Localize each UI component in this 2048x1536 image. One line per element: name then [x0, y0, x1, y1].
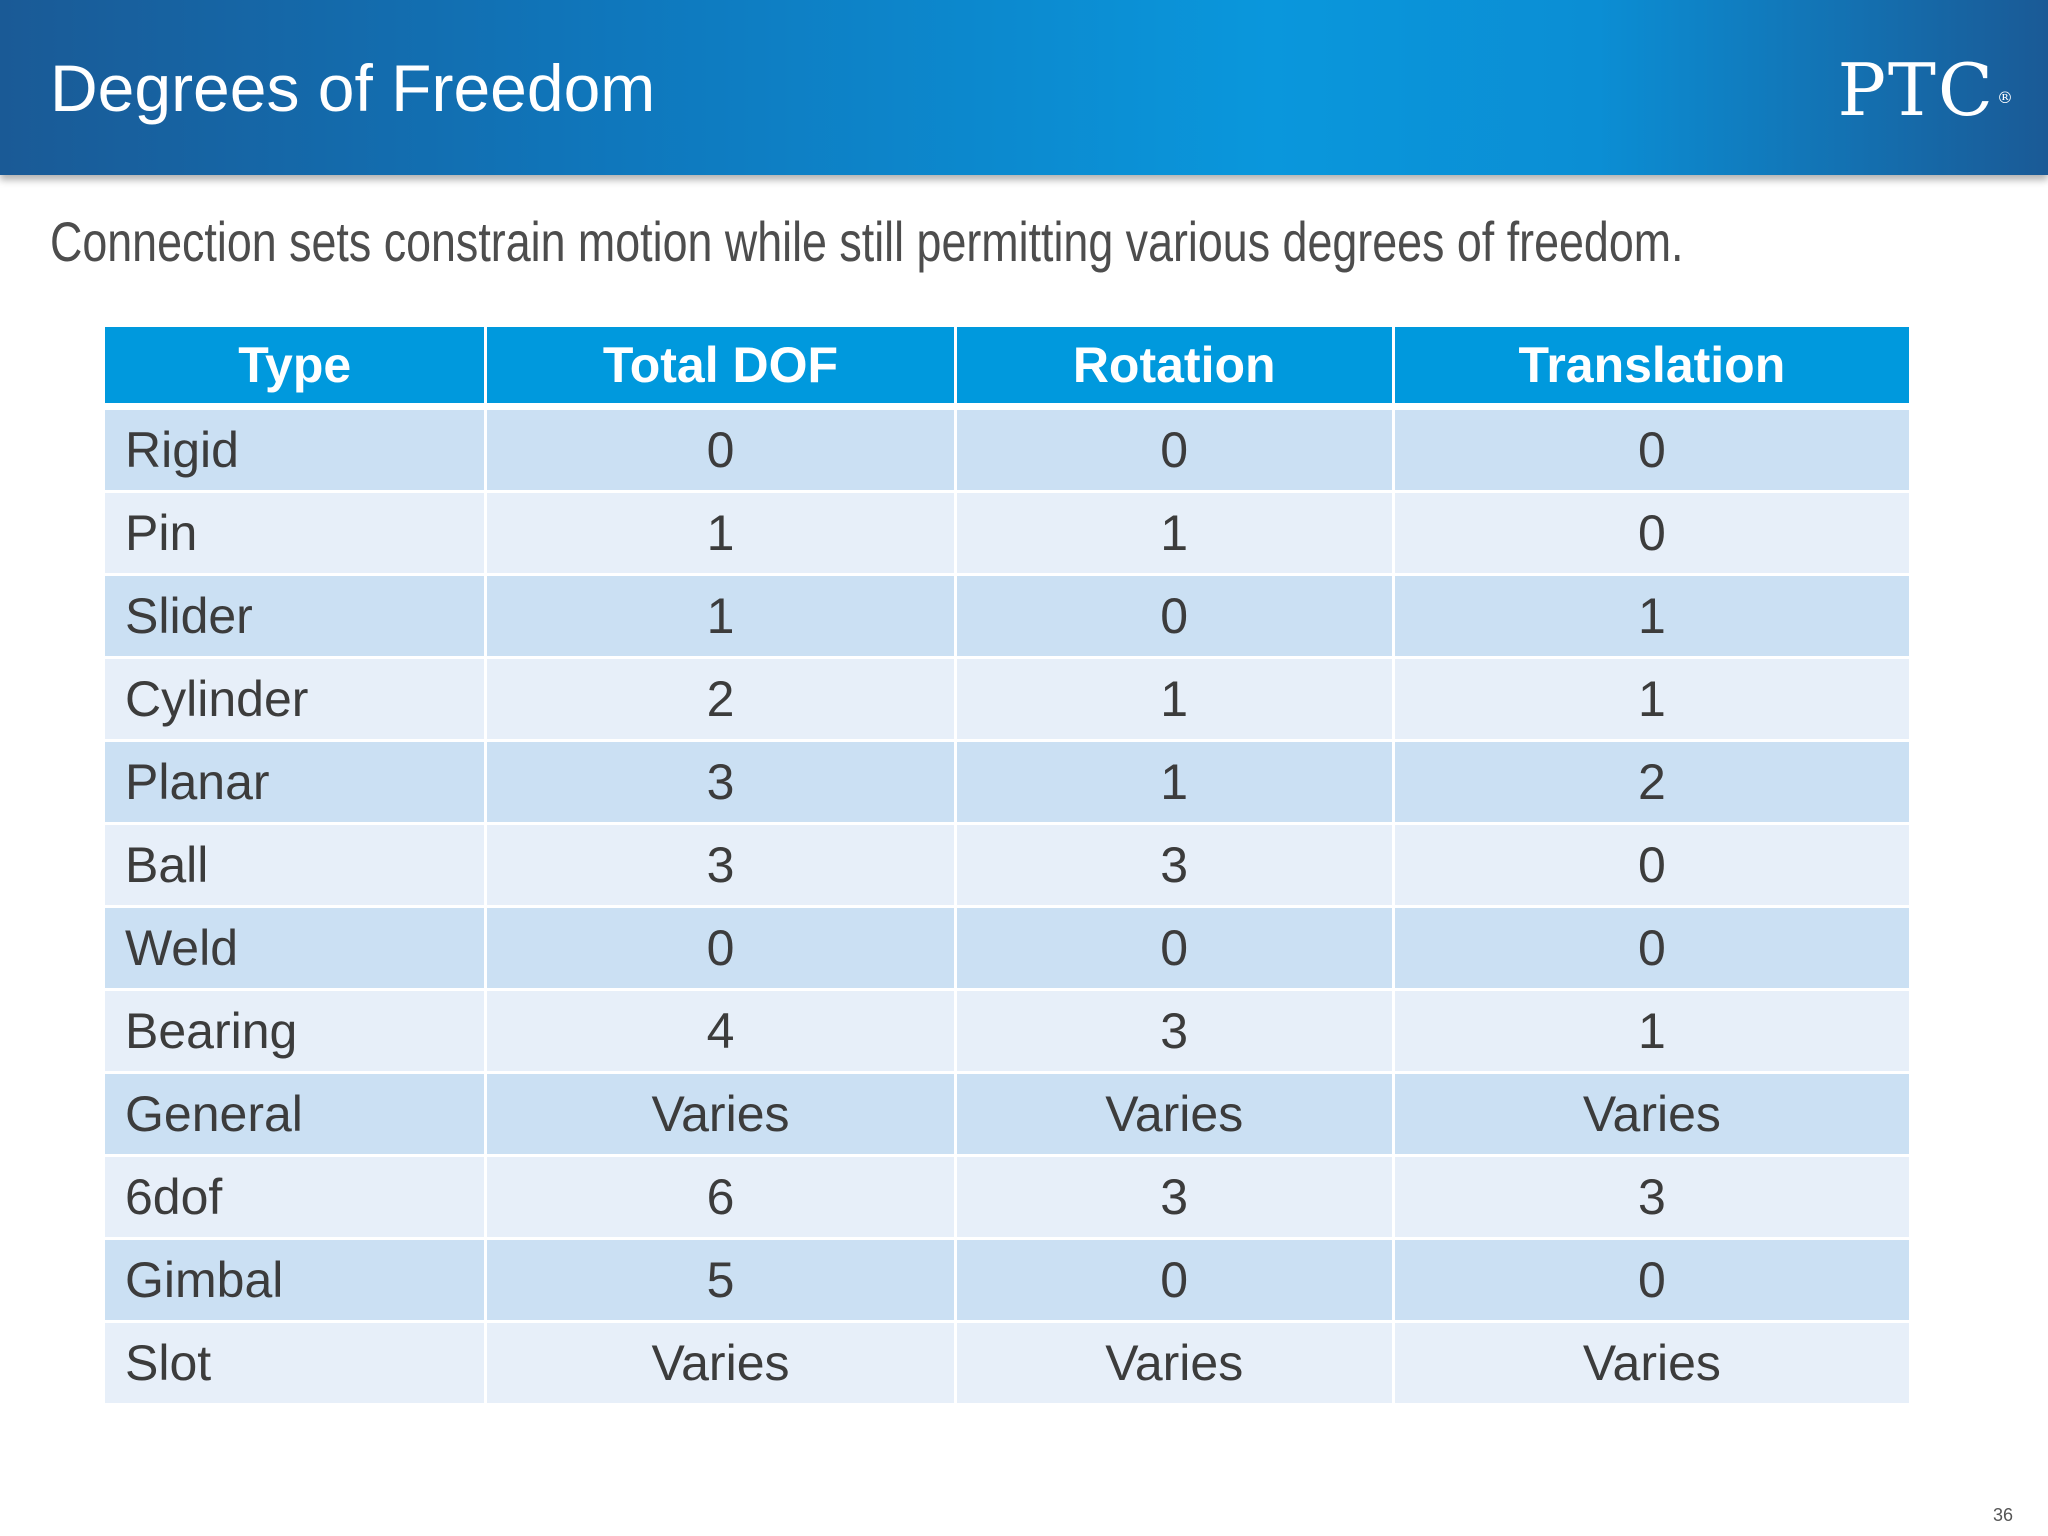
column-header-translation: Translation	[1394, 327, 1909, 407]
table-row: Cylinder 2 1 1	[105, 659, 1909, 739]
total-dof-cell: 2	[487, 659, 954, 739]
type-cell: General	[105, 1074, 485, 1154]
type-cell: Slot	[105, 1323, 485, 1403]
type-cell: Ball	[105, 825, 485, 905]
table-row: Gimbal 5 0 0	[105, 1240, 1909, 1320]
ptc-logo-text: PTC	[1837, 48, 1995, 132]
total-dof-cell: 1	[487, 493, 954, 573]
translation-cell: Varies	[1394, 1074, 1909, 1154]
type-cell: Cylinder	[105, 659, 485, 739]
table-row: Rigid 0 0 0	[105, 410, 1909, 490]
translation-cell: 0	[1394, 908, 1909, 988]
type-cell: Gimbal	[105, 1240, 485, 1320]
rotation-cell: 1	[956, 742, 1392, 822]
column-header-rotation: Rotation	[956, 327, 1392, 407]
rotation-cell: 1	[956, 659, 1392, 739]
translation-cell: 0	[1394, 493, 1909, 573]
total-dof-cell: 3	[487, 742, 954, 822]
rotation-cell: 3	[956, 825, 1392, 905]
table-row: Bearing 4 3 1	[105, 991, 1909, 1071]
total-dof-cell: 3	[487, 825, 954, 905]
translation-cell: 3	[1394, 1157, 1909, 1237]
type-cell: Bearing	[105, 991, 485, 1071]
dof-table: Type Total DOF Rotation Translation Rigi…	[102, 324, 1912, 1406]
translation-cell: 2	[1394, 742, 1909, 822]
translation-cell: 0	[1394, 825, 1909, 905]
table-row: Ball 3 3 0	[105, 825, 1909, 905]
translation-cell: 1	[1394, 576, 1909, 656]
column-header-total-dof: Total DOF	[487, 327, 954, 407]
rotation-cell: 0	[956, 1240, 1392, 1320]
rotation-cell: 3	[956, 991, 1392, 1071]
slide-title: Degrees of Freedom	[50, 51, 656, 125]
rotation-cell: Varies	[956, 1323, 1392, 1403]
type-cell: Pin	[105, 493, 485, 573]
table-row: Weld 0 0 0	[105, 908, 1909, 988]
table-row: Slot Varies Varies Varies	[105, 1323, 1909, 1403]
table-row: Planar 3 1 2	[105, 742, 1909, 822]
slide-header-bar: Degrees of Freedom PTC ®	[0, 0, 2048, 175]
total-dof-cell: 5	[487, 1240, 954, 1320]
total-dof-cell: 0	[487, 908, 954, 988]
table-row: Pin 1 1 0	[105, 493, 1909, 573]
rotation-cell: 0	[956, 908, 1392, 988]
total-dof-cell: Varies	[487, 1074, 954, 1154]
translation-cell: Varies	[1394, 1323, 1909, 1403]
table-header-row: Type Total DOF Rotation Translation	[105, 327, 1909, 407]
type-cell: 6dof	[105, 1157, 485, 1237]
translation-cell: 0	[1394, 1240, 1909, 1320]
registered-mark: ®	[1997, 88, 2013, 107]
column-header-type: Type	[105, 327, 485, 407]
type-cell: Rigid	[105, 410, 485, 490]
rotation-cell: Varies	[956, 1074, 1392, 1154]
slide-subtitle: Connection sets constrain motion while s…	[50, 210, 1684, 273]
total-dof-cell: 6	[487, 1157, 954, 1237]
total-dof-cell: 4	[487, 991, 954, 1071]
type-cell: Slider	[105, 576, 485, 656]
rotation-cell: 3	[956, 1157, 1392, 1237]
total-dof-cell: 1	[487, 576, 954, 656]
translation-cell: 1	[1394, 659, 1909, 739]
rotation-cell: 0	[956, 576, 1392, 656]
translation-cell: 1	[1394, 991, 1909, 1071]
table-row: General Varies Varies Varies	[105, 1074, 1909, 1154]
type-cell: Weld	[105, 908, 485, 988]
total-dof-cell: 0	[487, 410, 954, 490]
rotation-cell: 0	[956, 410, 1392, 490]
page-number: 36	[1992, 1505, 2013, 1525]
rotation-cell: 1	[956, 493, 1392, 573]
total-dof-cell: Varies	[487, 1323, 954, 1403]
ptc-logo: PTC ®	[1837, 50, 2013, 130]
table-row: 6dof 6 3 3	[105, 1157, 1909, 1237]
translation-cell: 0	[1394, 410, 1909, 490]
type-cell: Planar	[105, 742, 485, 822]
table-row: Slider 1 0 1	[105, 576, 1909, 656]
